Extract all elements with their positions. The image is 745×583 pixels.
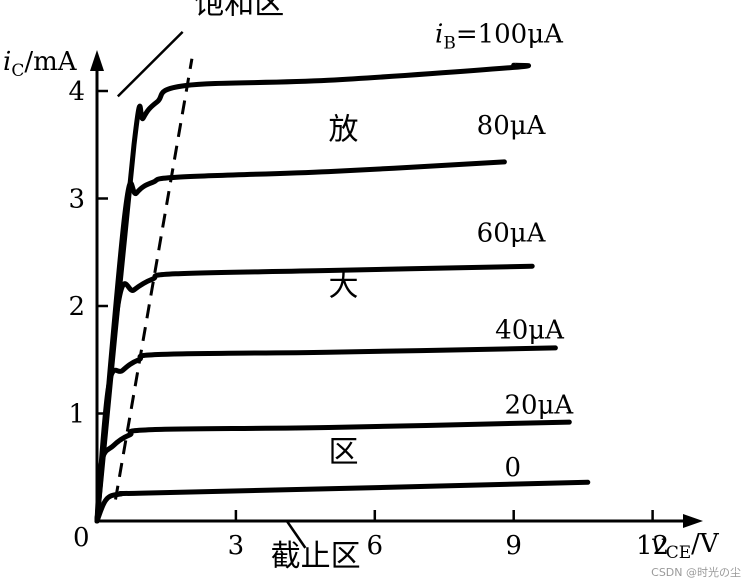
series-label-0: iB=100μA	[435, 20, 564, 54]
svg-text:vCE/V: vCE/V	[651, 529, 720, 563]
y-tick-label: 3	[68, 185, 85, 215]
x-tick-label: 3	[228, 531, 245, 561]
y-axis-arrow	[90, 50, 104, 71]
x-tick-label: 9	[505, 531, 522, 561]
series-line-1	[94, 159, 507, 524]
series-line-5	[94, 479, 591, 524]
y-tick-label: 4	[68, 77, 85, 107]
region-label-1: 放	[329, 112, 359, 147]
origin-label: 0	[73, 523, 90, 553]
region-label-2: 大	[329, 268, 359, 303]
series-label-3: 40μA	[495, 315, 565, 345]
series-line-0	[94, 62, 531, 524]
series-line-2	[94, 263, 535, 524]
region-label-4: 截止区	[271, 539, 361, 574]
region-pointer-0	[116, 30, 184, 98]
y-axis-label: iC/mA	[3, 47, 78, 81]
series-label-5: 0	[504, 453, 521, 483]
y-tick-label: 2	[68, 292, 85, 322]
x-tick-label: 6	[367, 531, 384, 561]
watermark: CSDN @时光の尘	[651, 565, 741, 579]
series-line-4	[94, 419, 572, 524]
region-label-3: 区	[329, 435, 359, 470]
x-tick-label: 12	[636, 531, 669, 561]
series-label-1: 80μA	[477, 111, 547, 141]
saturation-boundary-dashed	[114, 58, 194, 500]
axes	[90, 50, 703, 528]
x-axis-arrow	[683, 514, 703, 528]
curves	[94, 62, 591, 524]
series-label-2: 60μA	[477, 219, 547, 249]
y-tick-label: 1	[68, 400, 85, 430]
series-label-4: 20μA	[504, 391, 574, 421]
x-axis-label: vCE/V	[651, 529, 720, 563]
region-label-0: 饱和区	[194, 0, 284, 22]
svg-text:iC/mA: iC/mA	[3, 47, 78, 81]
region-pointer-4	[285, 520, 307, 549]
